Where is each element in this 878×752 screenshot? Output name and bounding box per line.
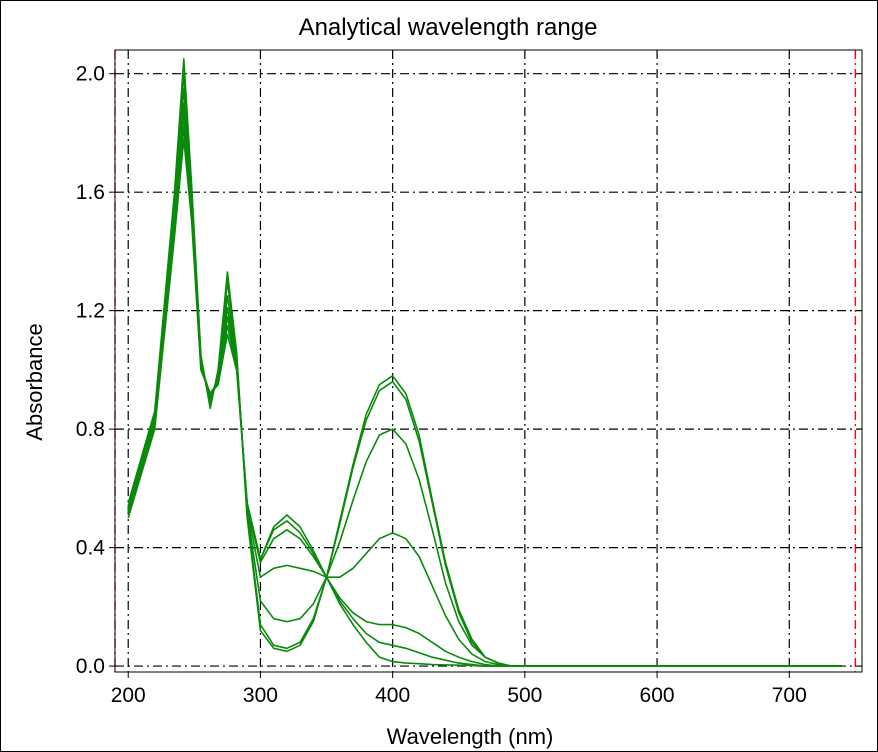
- series-line: [127, 102, 843, 667]
- x-tick-label: 700: [772, 684, 807, 707]
- y-tick-label: 1.6: [76, 181, 105, 204]
- range-markers: [114, 50, 857, 672]
- x-tick-label: 400: [375, 684, 410, 707]
- y-tick-label: 0.8: [76, 418, 105, 441]
- plot-border: [114, 49, 863, 673]
- x-axis-label: Wavelength (nm): [387, 724, 554, 749]
- x-tick-label: 300: [243, 684, 278, 707]
- y-tick-label: 0.0: [76, 655, 105, 678]
- x-tick-label: 600: [640, 684, 675, 707]
- y-tick-label: 1.2: [76, 300, 105, 323]
- series-line: [127, 138, 843, 667]
- series-group: [127, 58, 843, 667]
- series-line: [127, 126, 843, 667]
- chart-title: Analytical wavelength range: [299, 14, 598, 41]
- x-tick-label: 200: [111, 684, 146, 707]
- series-line: [127, 58, 843, 667]
- y-tick-label: 2.0: [76, 63, 105, 86]
- series-line: [127, 72, 843, 667]
- tick-labels: 200 300 400 500 600 700 0.0 0.4 0.8 1.2 1.6 2.0: [76, 63, 807, 707]
- y-tick-label: 0.4: [76, 537, 106, 560]
- y-axis-label: Absorbance: [22, 323, 47, 440]
- axes: [109, 49, 863, 678]
- grid: [115, 50, 862, 672]
- x-tick-label: 500: [507, 684, 542, 707]
- series-line: [127, 114, 843, 667]
- series-line: [127, 87, 843, 667]
